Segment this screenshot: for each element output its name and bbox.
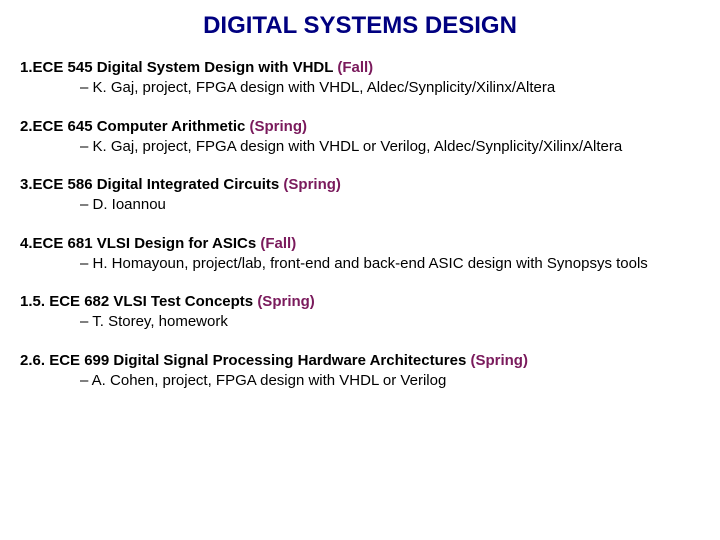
- course-header: 2. ECE 645 Computer Arithmetic (Spring): [20, 117, 700, 137]
- course-name: ECE 681 VLSI Design for ASICs: [33, 235, 261, 252]
- course-number: 4.: [20, 234, 33, 254]
- course-item: 2. 6. ECE 699 Digital Signal Processing …: [20, 351, 700, 392]
- course-item: 4. ECE 681 VLSI Design for ASICs (Fall) …: [20, 234, 700, 275]
- course-desc: – K. Gaj, project, FPGA design with VHDL…: [20, 78, 700, 98]
- course-semester: (Spring): [470, 352, 528, 369]
- course-desc: – K. Gaj, project, FPGA design with VHDL…: [20, 137, 700, 157]
- course-semester: (Spring): [257, 293, 315, 310]
- course-desc: – D. Ioannou: [20, 195, 700, 215]
- course-item: 2. ECE 645 Computer Arithmetic (Spring) …: [20, 117, 700, 158]
- course-item: 1. ECE 545 Digital System Design with VH…: [20, 58, 700, 99]
- course-desc: – T. Storey, homework: [20, 312, 700, 332]
- course-number: 1.: [20, 292, 33, 312]
- course-name: ECE 645 Computer Arithmetic: [33, 118, 250, 135]
- course-number: 2.: [20, 117, 33, 137]
- course-desc: – H. Homayoun, project/lab, front-end an…: [20, 254, 700, 274]
- course-semester: (Fall): [337, 59, 373, 76]
- course-header: 1. ECE 545 Digital System Design with VH…: [20, 58, 700, 78]
- course-number: 1.: [20, 58, 33, 78]
- course-name: ECE 545 Digital System Design with VHDL: [33, 59, 338, 76]
- page-title: DIGITAL SYSTEMS DESIGN: [20, 12, 700, 40]
- course-name: 6. ECE 699 Digital Signal Processing Har…: [33, 352, 471, 369]
- course-item: 3. ECE 586 Digital Integrated Circuits (…: [20, 175, 700, 216]
- course-header: 3. ECE 586 Digital Integrated Circuits (…: [20, 175, 700, 195]
- course-desc: – A. Cohen, project, FPGA design with VH…: [20, 371, 700, 391]
- course-semester: (Spring): [250, 118, 308, 135]
- course-header: 4. ECE 681 VLSI Design for ASICs (Fall): [20, 234, 700, 254]
- course-header: 2. 6. ECE 699 Digital Signal Processing …: [20, 351, 700, 371]
- course-number: 2.: [20, 351, 33, 371]
- course-name: ECE 586 Digital Integrated Circuits: [33, 176, 284, 193]
- course-item: 1. 5. ECE 682 VLSI Test Concepts (Spring…: [20, 292, 700, 333]
- course-semester: (Spring): [283, 176, 341, 193]
- course-number: 3.: [20, 175, 33, 195]
- course-name: 5. ECE 682 VLSI Test Concepts: [33, 293, 258, 310]
- course-header: 1. 5. ECE 682 VLSI Test Concepts (Spring…: [20, 292, 700, 312]
- course-semester: (Fall): [260, 235, 296, 252]
